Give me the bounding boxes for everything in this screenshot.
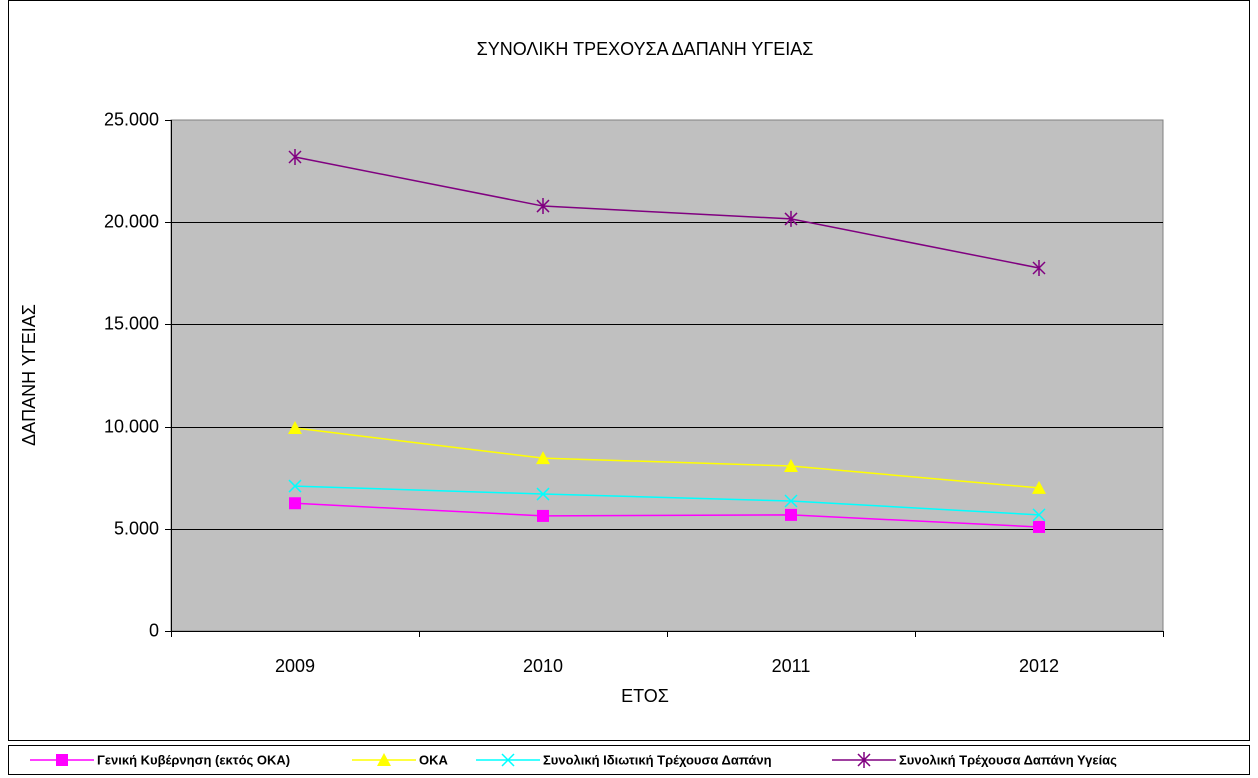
series-line [294,502,1040,528]
marker [784,210,798,227]
legend-item: ΟΚΑ [352,752,449,767]
x-tick-label: 2012 [1019,656,1059,676]
x-axis-label: ΕΤΟΣ [621,686,669,706]
plot-area [170,119,1164,632]
chart-title: ΣΥΝΟΛΙΚΗ ΤΡΕΧΟΥΣΑ ΔΑΠΑΝΗ ΥΓΕΙΑΣ [477,39,814,59]
y-tick-label: 15.000 [104,313,159,333]
plot-background [170,119,1164,632]
y-axis-label: ΔΑΠΑΝΗ ΥΓΕΙΑΣ [19,304,39,446]
marker [537,509,549,522]
marker [536,451,550,465]
legend-label: Συνολική Ιδιωτική Τρέχουσα Δαπάνη [543,752,772,767]
legend-marker [501,753,515,767]
legend-label: Συνολική Τρέχουσα Δαπάνη Υγείας [899,752,1117,767]
marker [784,459,798,473]
legend-marker [377,753,391,766]
x-tick-label: 2010 [523,656,563,676]
legend-frame [8,745,1250,775]
marker [288,479,302,493]
marker [784,494,798,508]
y-tick-label: 25.000 [104,109,159,129]
marker [1032,508,1046,522]
legend-label: Γενική Κυβέρνηση (εκτός ΟΚΑ) [97,752,290,767]
series-line [294,427,1040,489]
legend-marker [857,752,871,768]
x-tick-label: 2011 [772,656,811,676]
marker [1032,259,1046,276]
y-tick-label: 20.000 [104,211,159,231]
series-line [294,485,1040,516]
legend-item: Συνολική Ιδιωτική Τρέχουσα Δαπάνη [476,752,772,767]
x-tick-label: 2009 [275,656,315,676]
series-line [294,156,1040,269]
legend-label: ΟΚΑ [419,752,449,767]
y-tick-label: 10.000 [104,416,159,436]
y-tick-label: 0 [149,620,159,640]
legend-item: Γενική Κυβέρνηση (εκτός ΟΚΑ) [30,752,290,767]
marker [785,508,797,521]
marker [1033,520,1045,533]
legend-item: Συνολική Τρέχουσα Δαπάνη Υγείας [832,752,1117,768]
marker [536,487,550,501]
legend-marker [56,754,68,766]
marker [536,198,550,215]
marker [288,421,302,435]
marker [289,497,301,510]
marker [1032,480,1046,494]
y-tick-label: 5.000 [114,518,159,538]
marker [288,148,302,165]
